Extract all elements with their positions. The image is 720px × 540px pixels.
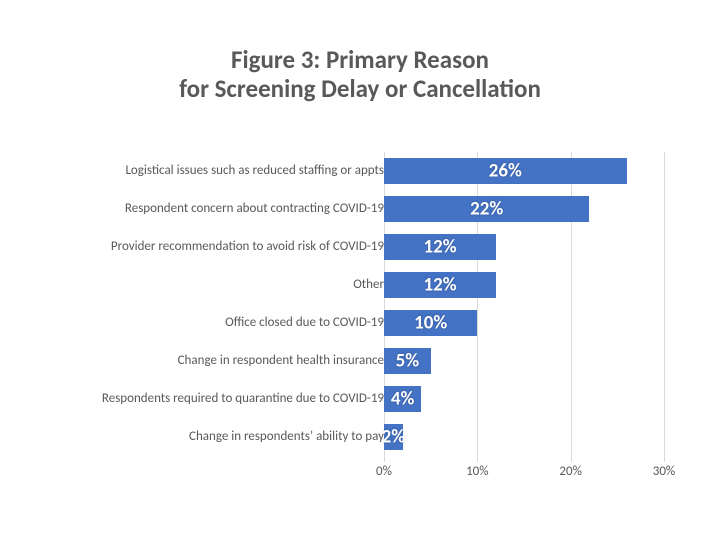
- y-axis-labels: Logistical issues such as reduced staffi…: [84, 152, 384, 456]
- bars-area: 26% 22% 12% 12% 10% 5% 4% 2%: [384, 152, 664, 456]
- y-axis-label: Respondents required to quarantine due t…: [102, 391, 384, 406]
- chart-title-line2: for Screening Delay or Cancellation: [0, 75, 720, 104]
- bar-value-label: 12%: [423, 236, 456, 259]
- bar-value-label: 5%: [396, 350, 419, 373]
- bar: 2%: [384, 424, 403, 450]
- gridline: [664, 152, 665, 456]
- bar: 4%: [384, 386, 421, 412]
- plot-area: Logistical issues such as reduced staffi…: [84, 152, 664, 456]
- y-axis-label: Change in respondent health insurance: [178, 353, 384, 368]
- x-tick-label: 10%: [466, 464, 488, 479]
- bar: 22%: [384, 196, 589, 222]
- bar-value-label: 26%: [489, 160, 522, 183]
- bar: 12%: [384, 272, 496, 298]
- y-axis-label: Respondent concern about contracting COV…: [125, 201, 384, 216]
- y-axis-label: Other: [353, 277, 384, 292]
- x-tick: [571, 456, 572, 462]
- x-tick-label: 30%: [653, 464, 675, 479]
- x-tick-label: 20%: [559, 464, 581, 479]
- bar: 26%: [384, 158, 627, 184]
- bar-value-label: 12%: [423, 274, 456, 297]
- chart-title-line1: Figure 3: Primary Reason: [0, 46, 720, 75]
- x-axis: 0%10%20%30%: [384, 456, 664, 480]
- y-axis-label: Office closed due to COVID-19: [225, 315, 384, 330]
- x-tick: [384, 456, 385, 462]
- chart-container: Figure 3: Primary Reason for Screening D…: [0, 0, 720, 540]
- bar-value-label: 2%: [382, 426, 405, 449]
- y-axis-label: Change in respondents’ ability to pay: [189, 429, 384, 444]
- bar-value-label: 4%: [391, 388, 414, 411]
- bar: 5%: [384, 348, 431, 374]
- bar: 10%: [384, 310, 477, 336]
- bar: 12%: [384, 234, 496, 260]
- bar-value-label: 22%: [470, 198, 503, 221]
- y-axis-label: Logistical issues such as reduced staffi…: [125, 163, 384, 178]
- chart-title: Figure 3: Primary Reason for Screening D…: [0, 46, 720, 104]
- x-tick: [664, 456, 665, 462]
- bar-value-label: 10%: [414, 312, 447, 335]
- y-axis-label: Provider recommendation to avoid risk of…: [111, 239, 384, 254]
- x-tick: [477, 456, 478, 462]
- x-tick-label: 0%: [376, 464, 392, 479]
